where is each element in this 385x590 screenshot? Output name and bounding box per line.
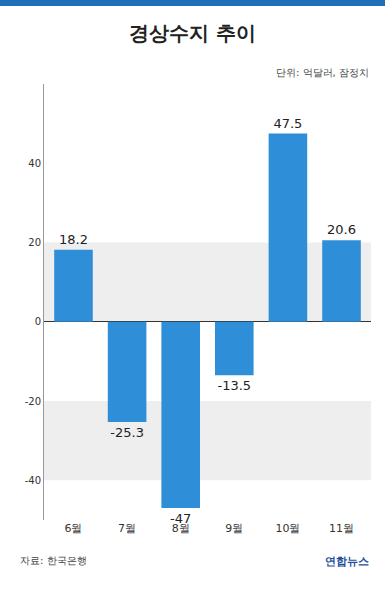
svg-text:6월: 6월 — [64, 522, 82, 535]
svg-text:연합뉴스: 연합뉴스 — [325, 555, 369, 568]
svg-text:8월: 8월 — [172, 522, 190, 535]
svg-text:11월: 11월 — [329, 522, 354, 535]
svg-text:-20: -20 — [25, 396, 41, 407]
svg-text:경상수지 추이: 경상수지 추이 — [129, 21, 256, 45]
svg-text:18.2: 18.2 — [59, 232, 88, 247]
svg-text:0: 0 — [35, 316, 41, 327]
svg-text:10월: 10월 — [275, 522, 300, 535]
svg-text:자료: 한국은행: 자료: 한국은행 — [20, 555, 87, 566]
svg-text:20: 20 — [28, 237, 41, 248]
svg-text:-47: -47 — [170, 511, 191, 526]
svg-text:7월: 7월 — [118, 522, 136, 535]
svg-text:-25.3: -25.3 — [110, 425, 144, 440]
svg-text:40: 40 — [28, 158, 41, 169]
svg-text:단위: 억달러, 잠정치: 단위: 억달러, 잠정치 — [276, 67, 369, 78]
svg-text:-13.5: -13.5 — [217, 378, 251, 393]
svg-text:-40: -40 — [25, 475, 41, 486]
svg-text:47.5: 47.5 — [273, 116, 302, 131]
svg-text:9월: 9월 — [225, 522, 243, 535]
svg-text:20.6: 20.6 — [327, 222, 356, 237]
